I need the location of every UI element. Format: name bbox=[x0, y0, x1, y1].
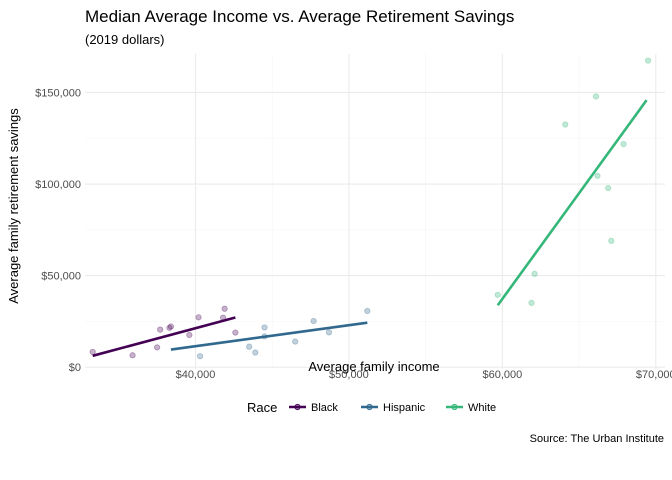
y-tick-label: $150,000 bbox=[35, 87, 81, 99]
x-axis-ticks: $40,000 $50,000 $60,000 $70,000 bbox=[176, 369, 672, 381]
data-points bbox=[89, 57, 652, 360]
legend-label-hispanic: Hispanic bbox=[383, 402, 426, 414]
data-point-white bbox=[494, 291, 501, 298]
trend-line-white bbox=[496, 99, 648, 307]
data-point-black bbox=[232, 329, 239, 336]
grid-lines bbox=[85, 54, 665, 369]
data-point-black bbox=[129, 352, 136, 359]
x-tick-label: $70,000 bbox=[636, 369, 672, 381]
trend-line-black bbox=[92, 316, 236, 358]
data-point-white bbox=[608, 237, 615, 244]
legend-label-black: Black bbox=[311, 402, 338, 414]
data-point-black bbox=[195, 314, 202, 321]
data-point-black bbox=[157, 326, 164, 333]
trend-line-hispanic bbox=[170, 321, 368, 351]
data-point-white bbox=[531, 270, 538, 277]
trend-lines bbox=[92, 99, 648, 358]
y-tick-label: $100,000 bbox=[35, 179, 81, 191]
data-point-hispanic bbox=[246, 343, 253, 350]
data-point-hispanic bbox=[196, 353, 204, 360]
data-point-hispanic bbox=[364, 307, 371, 315]
legend-label-white: White bbox=[468, 402, 496, 414]
x-tick-label: $60,000 bbox=[482, 369, 522, 381]
data-point-white bbox=[605, 184, 612, 192]
data-point-hispanic bbox=[261, 324, 268, 331]
data-point-white bbox=[645, 57, 652, 64]
data-point-white bbox=[594, 172, 601, 179]
data-point-hispanic bbox=[325, 329, 333, 336]
y-tick-label: $0 bbox=[69, 362, 81, 374]
y-tick-label: $50,000 bbox=[41, 271, 81, 283]
y-axis-ticks: $0 $50,000 $100,000 $150,000 bbox=[35, 87, 81, 374]
data-point-white bbox=[620, 141, 627, 148]
data-point-black bbox=[89, 348, 96, 356]
data-point-black bbox=[166, 324, 173, 331]
data-point-black bbox=[186, 331, 193, 339]
data-point-black bbox=[167, 323, 175, 330]
x-tick-label: $40,000 bbox=[176, 369, 216, 381]
data-point-black bbox=[154, 344, 161, 351]
x-axis-title: Average family income bbox=[308, 359, 439, 374]
legend-key-point-black bbox=[294, 403, 301, 411]
legend-key-point-white bbox=[451, 403, 458, 411]
data-point-hispanic bbox=[292, 338, 299, 345]
y-axis-title: Average family retirement savings bbox=[6, 108, 21, 304]
legend-key-point-hispanic bbox=[366, 403, 373, 411]
data-point-white bbox=[592, 93, 600, 100]
data-point-white bbox=[562, 121, 569, 128]
legend: Race Black Hispanic White bbox=[247, 400, 496, 415]
chart-subtitle: (2019 dollars) bbox=[85, 32, 165, 47]
data-point-hispanic bbox=[310, 317, 317, 325]
x-tick-label: $50,000 bbox=[329, 369, 369, 381]
chart-caption: Source: The Urban Institute bbox=[530, 433, 664, 445]
data-point-hispanic bbox=[252, 349, 259, 356]
chart-title: Median Average Income vs. Average Retire… bbox=[85, 7, 514, 26]
data-point-black bbox=[221, 305, 228, 312]
legend-title: Race bbox=[247, 400, 277, 415]
data-point-white bbox=[528, 299, 535, 306]
